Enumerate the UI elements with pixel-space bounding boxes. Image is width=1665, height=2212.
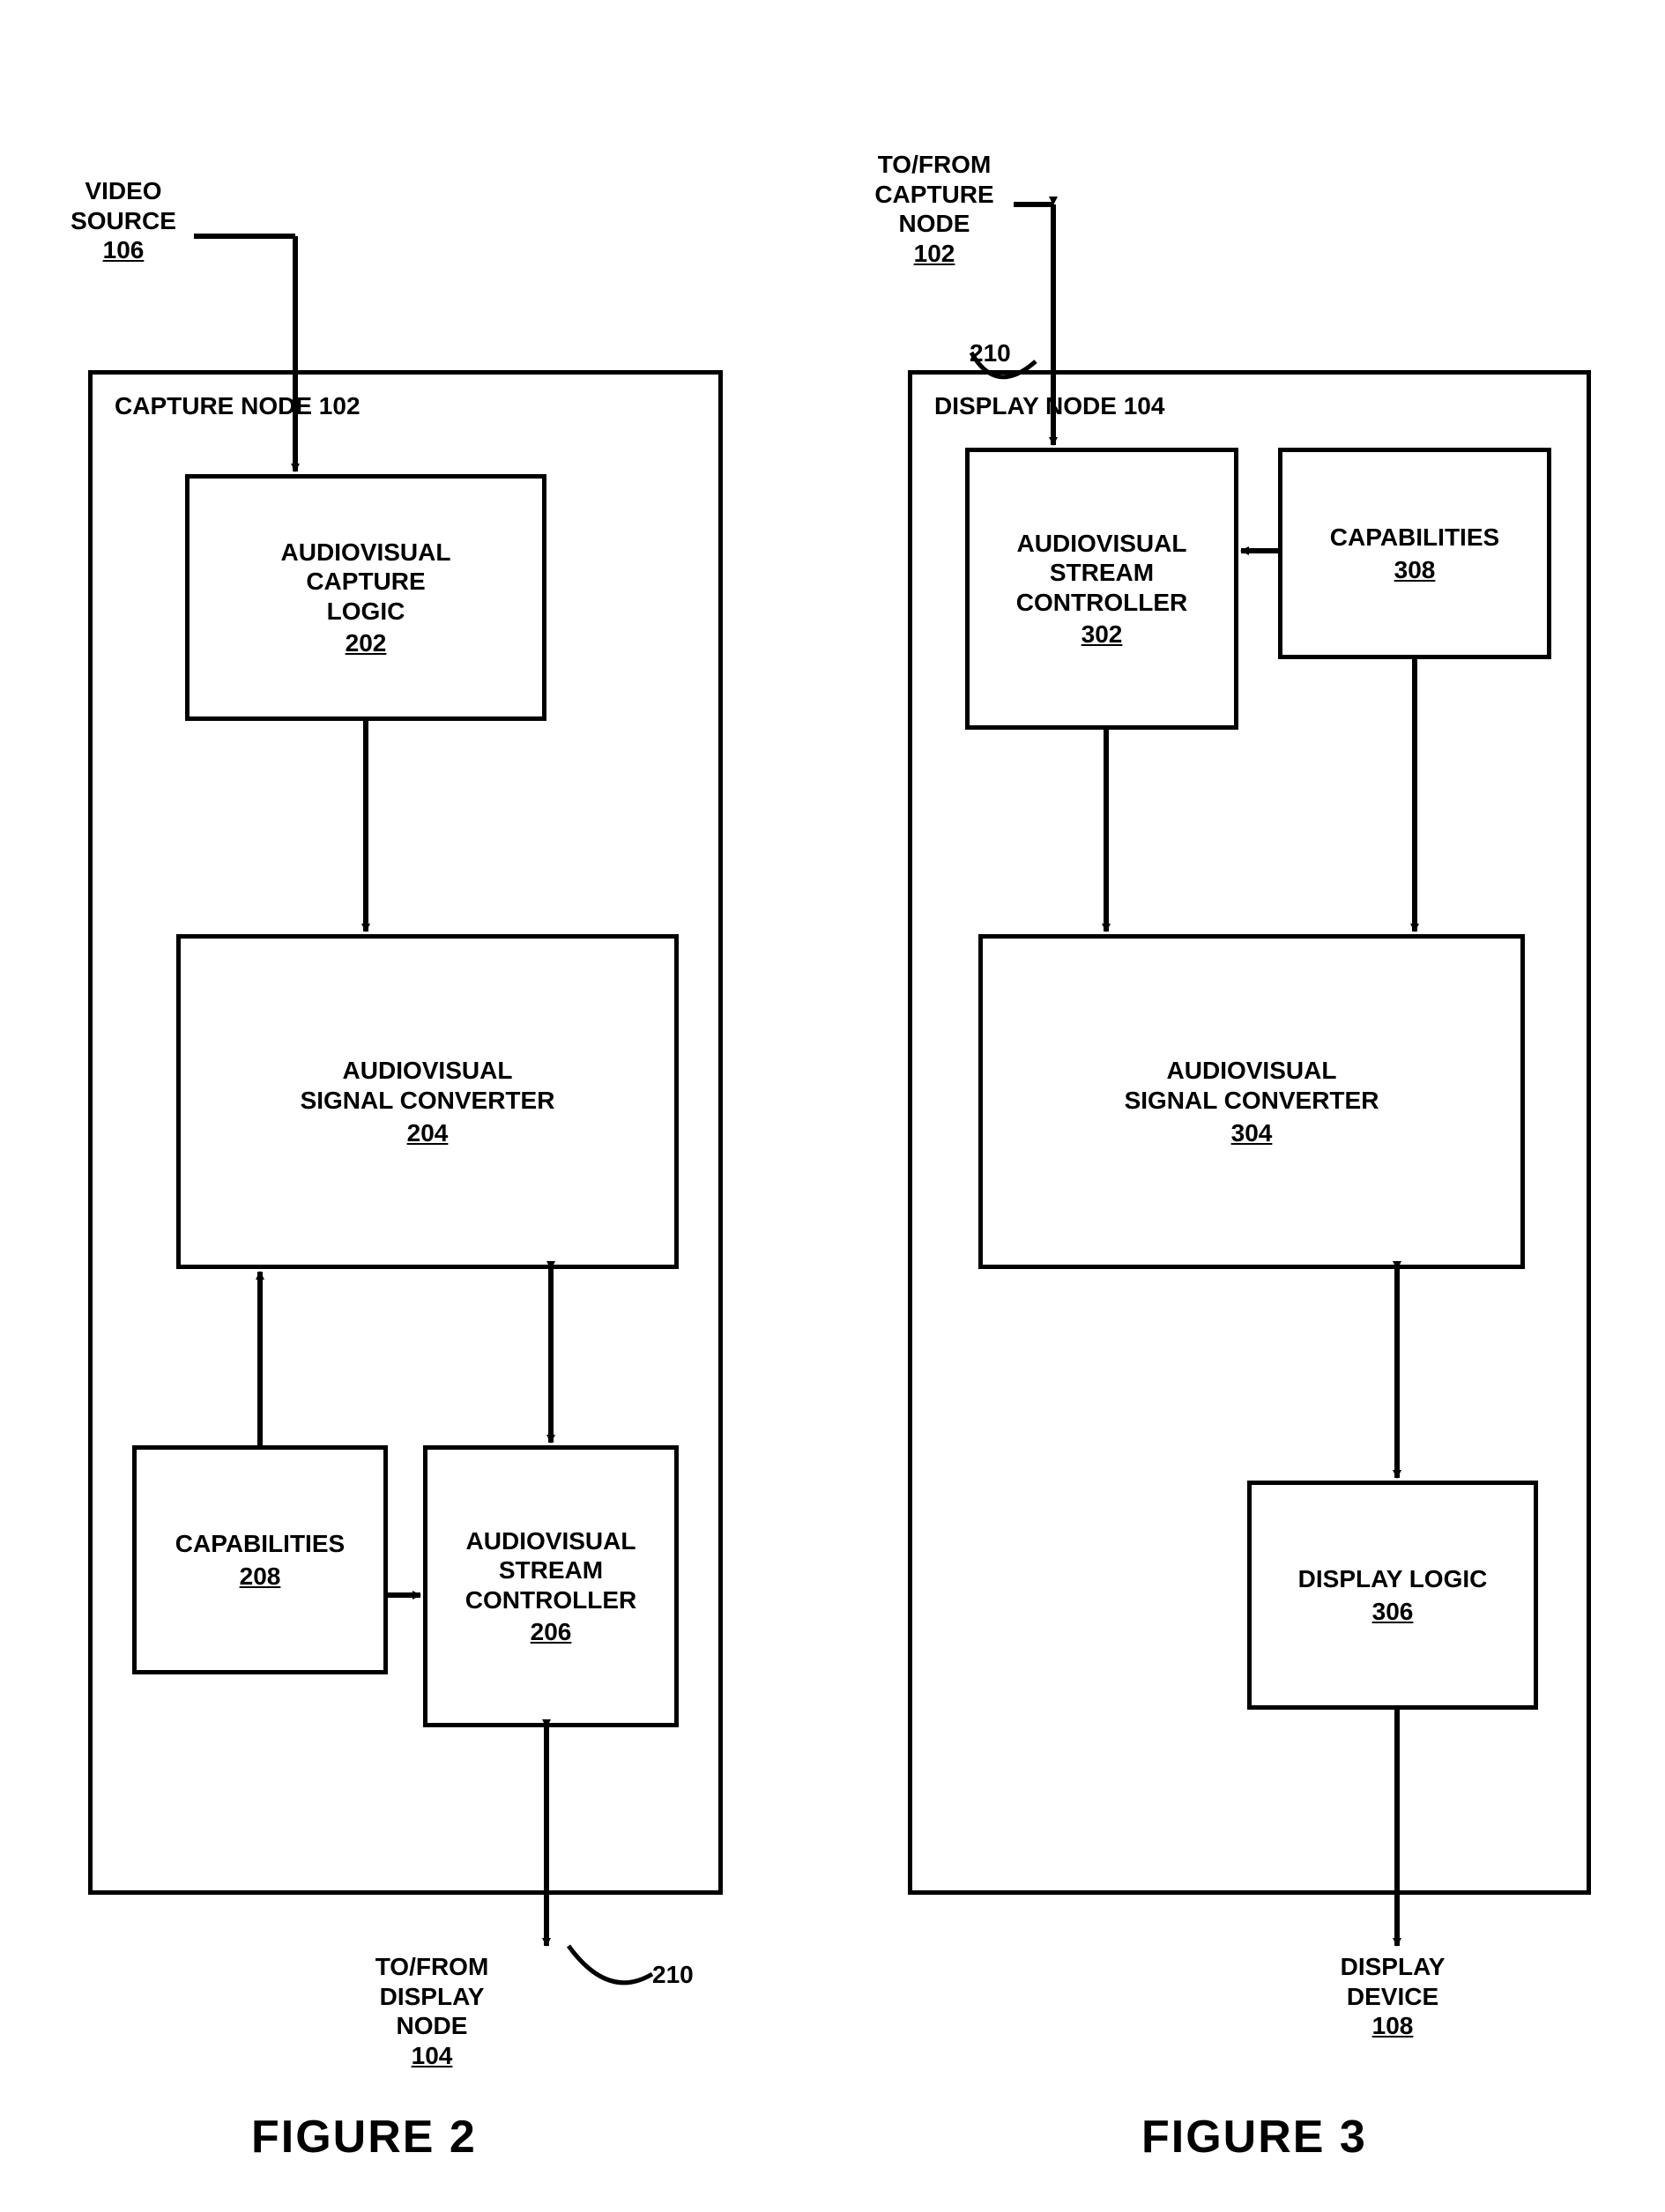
- fig2-stream-ctrl-box: AUDIOVISUAL STREAM CONTROLLER 206: [423, 1445, 679, 1727]
- fig3-signal-conv-box: AUDIOVISUAL SIGNAL CONVERTER 304: [978, 934, 1525, 1269]
- fig3-display-logic-box: DISPLAY LOGIC 306: [1247, 1481, 1538, 1710]
- fig2-to-display-num: 104: [344, 2041, 520, 2071]
- fig2-signal-conv-box: AUDIOVISUAL SIGNAL CONVERTER 204: [176, 934, 679, 1269]
- fig3-display-device-num: 108: [1304, 2011, 1481, 2041]
- fig3-display-device-label: DISPLAY DEVICE 108: [1304, 1952, 1481, 2041]
- fig3-display-device-text: DISPLAY DEVICE: [1304, 1952, 1481, 2011]
- fig2-capabilities-label: CAPABILITIES: [175, 1529, 345, 1559]
- diagram-page: CAPTURE NODE 102 AUDIOVISUAL CAPTURE LOG…: [35, 35, 1630, 2177]
- fig2-video-source-text: VIDEO SOURCE: [53, 176, 194, 235]
- fig2-capabilities-num: 208: [240, 1563, 281, 1591]
- fig3-title: FIGURE 3: [1141, 2111, 1367, 2164]
- fig2-stream-ctrl-num: 206: [531, 1618, 572, 1646]
- fig2-stream-ctrl-label: AUDIOVISUAL STREAM CONTROLLER: [465, 1526, 636, 1615]
- fig3-to-capture-num: 102: [846, 239, 1022, 269]
- fig3-to-capture-text: TO/FROM CAPTURE NODE: [846, 150, 1022, 239]
- fig2-capture-logic-num: 202: [346, 629, 387, 657]
- fig2-capabilities-box: CAPABILITIES 208: [132, 1445, 388, 1674]
- fig2-signal-conv-num: 204: [407, 1119, 449, 1147]
- fig3-stream-ctrl-label: AUDIOVISUAL STREAM CONTROLLER: [1016, 529, 1187, 618]
- fig2-video-source-num: 106: [53, 235, 194, 265]
- fig2-title: FIGURE 2: [251, 2111, 477, 2164]
- fig3-capabilities-box: CAPABILITIES 308: [1278, 448, 1551, 659]
- fig3-display-logic-num: 306: [1372, 1598, 1414, 1626]
- fig2-to-display-text: TO/FROM DISPLAY NODE: [344, 1952, 520, 2041]
- fig3-to-capture-label: TO/FROM CAPTURE NODE 102: [846, 150, 1022, 268]
- fig2-container-label: CAPTURE NODE 102: [115, 392, 361, 420]
- fig2-signal-conv-label: AUDIOVISUAL SIGNAL CONVERTER: [301, 1056, 555, 1115]
- fig3-signal-conv-num: 304: [1231, 1119, 1273, 1147]
- fig3-container-label: DISPLAY NODE 104: [934, 392, 1164, 420]
- fig3-stream-ctrl-box: AUDIOVISUAL STREAM CONTROLLER 302: [965, 448, 1238, 730]
- fig3-capabilities-label: CAPABILITIES: [1330, 523, 1499, 553]
- fig3-ref210: 210: [970, 339, 1011, 367]
- fig3-display-logic-label: DISPLAY LOGIC: [1298, 1564, 1488, 1594]
- fig2-capture-logic-label: AUDIOVISUAL CAPTURE LOGIC: [281, 538, 451, 627]
- fig2-to-display-label: TO/FROM DISPLAY NODE 104: [344, 1952, 520, 2070]
- fig2-video-source-label: VIDEO SOURCE 106: [53, 176, 194, 265]
- fig3-signal-conv-label: AUDIOVISUAL SIGNAL CONVERTER: [1125, 1056, 1379, 1115]
- fig3-capabilities-num: 308: [1394, 556, 1436, 584]
- fig2-capture-logic-box: AUDIOVISUAL CAPTURE LOGIC 202: [185, 474, 546, 721]
- fig2-ref210: 210: [652, 1961, 694, 1989]
- fig3-stream-ctrl-num: 302: [1082, 620, 1123, 649]
